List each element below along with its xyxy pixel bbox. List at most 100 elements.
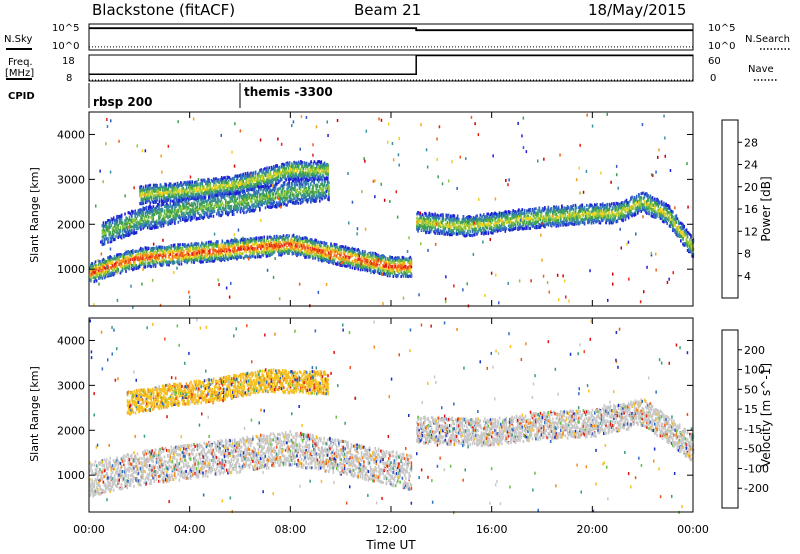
range-gate-mark bbox=[314, 245, 316, 249]
range-gate-mark bbox=[292, 241, 295, 245]
range-gate-mark bbox=[184, 199, 186, 203]
nave-label: Nave bbox=[748, 64, 774, 75]
range-gate-mark bbox=[258, 236, 261, 240]
range-gate-mark bbox=[134, 261, 136, 265]
range-gate-mark bbox=[217, 252, 219, 256]
range-gate-mark bbox=[304, 198, 306, 202]
range-gate-mark bbox=[363, 252, 365, 256]
range-gate-mark bbox=[191, 194, 193, 198]
range-gate-mark bbox=[145, 254, 148, 258]
range-gate-mark bbox=[113, 263, 116, 267]
range-gate-mark bbox=[134, 218, 136, 222]
range-gate-mark bbox=[243, 211, 245, 215]
range-gate-mark bbox=[185, 244, 187, 248]
range-gate-mark bbox=[156, 186, 158, 190]
range-gate-mark bbox=[385, 263, 388, 267]
range-gate-mark bbox=[309, 238, 312, 241]
range-gate-mark bbox=[385, 271, 388, 275]
range-gate-mark bbox=[339, 245, 341, 249]
range-gate-mark bbox=[145, 195, 147, 199]
range-gate-mark bbox=[276, 205, 278, 209]
range-gate-mark bbox=[257, 188, 260, 191]
range-gate-mark bbox=[378, 265, 381, 269]
range-gate-mark bbox=[201, 256, 203, 260]
range-gate-mark bbox=[289, 245, 292, 249]
range-gate-mark bbox=[291, 183, 294, 187]
range-gate-mark bbox=[228, 254, 230, 258]
range-gate-mark bbox=[279, 199, 281, 203]
range-gate-mark bbox=[267, 240, 270, 244]
range-gate-mark bbox=[311, 190, 313, 194]
range-gate-mark bbox=[274, 196, 277, 200]
range-gate-mark bbox=[211, 202, 213, 206]
range-gate-mark bbox=[313, 253, 315, 256]
range-gate-mark bbox=[192, 207, 194, 211]
range-gate-mark bbox=[390, 265, 392, 268]
range-gate-mark bbox=[398, 269, 400, 273]
range-gate-mark bbox=[211, 180, 214, 183]
range-gate-mark bbox=[167, 246, 169, 250]
range-gate-mark bbox=[254, 242, 256, 246]
range-gate-mark bbox=[209, 214, 211, 218]
range-gate-mark bbox=[103, 266, 106, 270]
range-gate-mark bbox=[155, 197, 157, 201]
range-gate-mark bbox=[322, 187, 324, 191]
range-gate-mark bbox=[306, 193, 309, 197]
range-gate-mark bbox=[227, 258, 229, 262]
range-gate-mark bbox=[301, 244, 304, 248]
range-gate-mark bbox=[151, 212, 153, 216]
range-gate-mark bbox=[400, 268, 402, 272]
range-gate-mark bbox=[133, 258, 135, 262]
range-gate-mark bbox=[169, 252, 171, 256]
range-gate-mark bbox=[187, 253, 190, 256]
range-gate-mark bbox=[380, 260, 382, 264]
range-gate-mark bbox=[263, 193, 266, 197]
range-gate-mark bbox=[311, 188, 313, 192]
range-gate-mark bbox=[240, 202, 243, 206]
range-gate-mark bbox=[213, 198, 216, 202]
range-gate-mark bbox=[171, 189, 173, 193]
range-gate-mark bbox=[140, 187, 143, 191]
range-gate-mark bbox=[154, 263, 157, 267]
range-gate-mark bbox=[245, 199, 247, 203]
range-gate-mark bbox=[212, 206, 215, 210]
range-gate-mark bbox=[279, 201, 281, 205]
range-gate-mark bbox=[101, 239, 104, 243]
range-gate-mark bbox=[171, 195, 173, 198]
range-gate-mark bbox=[162, 187, 164, 191]
range-gate-mark bbox=[332, 249, 335, 252]
range-gate-mark bbox=[135, 254, 137, 257]
range-gate-mark bbox=[299, 239, 302, 243]
range-gate-mark bbox=[145, 221, 148, 225]
range-gate-mark bbox=[205, 180, 207, 184]
range-gate-mark bbox=[295, 236, 297, 239]
range-gate-mark bbox=[391, 266, 393, 270]
range-gate-mark bbox=[320, 248, 322, 252]
range-gate-mark bbox=[171, 214, 174, 218]
range-gate-mark bbox=[289, 241, 292, 245]
range-gate-mark bbox=[159, 188, 162, 192]
range-gate-mark bbox=[259, 202, 261, 206]
range-gate-mark bbox=[265, 251, 268, 255]
range-gate-mark bbox=[239, 246, 242, 250]
range-gate-mark bbox=[307, 239, 310, 243]
range-gate-mark bbox=[307, 193, 310, 197]
range-gate-mark bbox=[250, 246, 253, 250]
range-gate-mark bbox=[210, 205, 212, 209]
range-gate-mark bbox=[174, 187, 176, 191]
range-gate-mark bbox=[263, 239, 265, 243]
range-gate-mark bbox=[217, 240, 219, 244]
range-gate-mark bbox=[354, 258, 356, 262]
range-gate-mark bbox=[160, 203, 163, 207]
range-gate-mark bbox=[271, 188, 274, 192]
range-gate-mark bbox=[98, 263, 100, 266]
range-gate-mark bbox=[192, 256, 194, 260]
range-gate-mark bbox=[214, 254, 217, 258]
range-gate-mark bbox=[213, 196, 216, 200]
range-gate-mark bbox=[158, 203, 160, 207]
range-gate-mark bbox=[248, 239, 251, 243]
range-gate-mark bbox=[233, 205, 235, 209]
range-gate-mark bbox=[101, 269, 104, 273]
range-gate-mark bbox=[135, 267, 137, 271]
range-gate-mark bbox=[119, 253, 122, 256]
